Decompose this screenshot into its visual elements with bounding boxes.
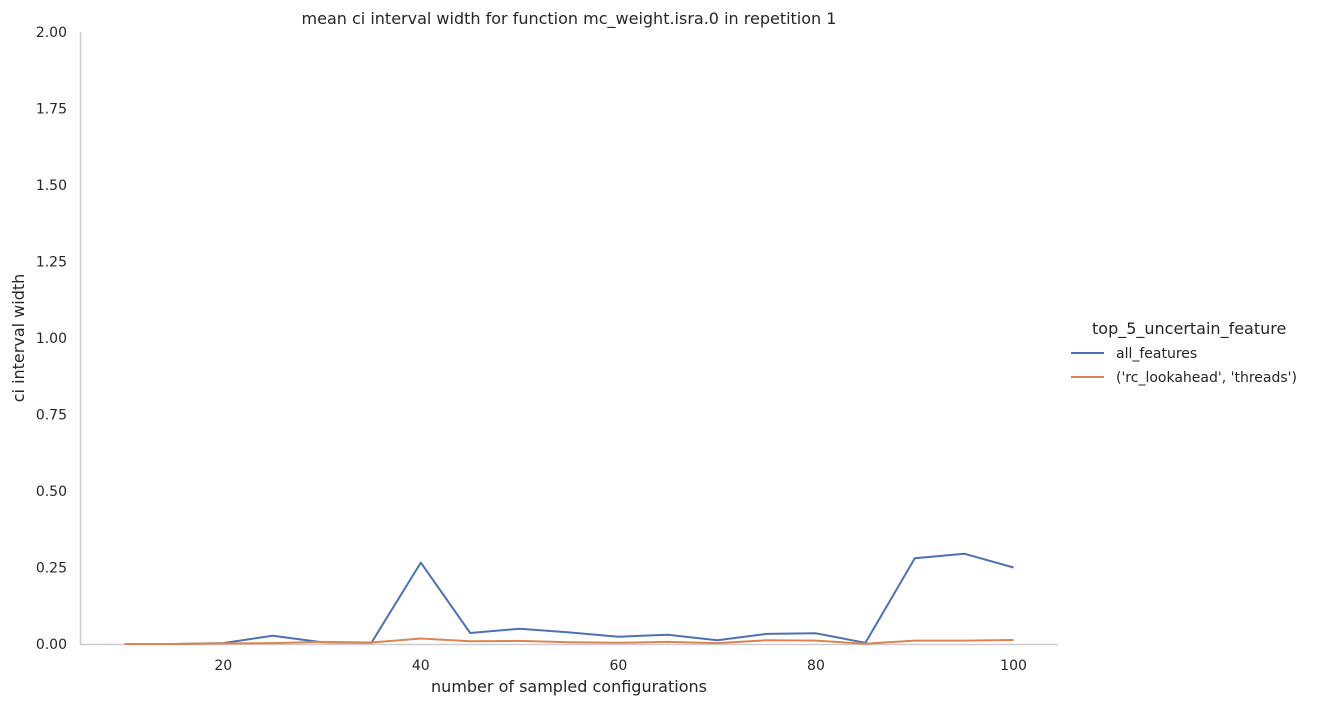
chart-title: mean ci interval width for function mc_w… — [302, 9, 837, 29]
y-tick-label: 0.75 — [36, 408, 67, 424]
legend-label-1: ('rc_lookahead', 'threads') — [1116, 370, 1297, 386]
y-tick-label: 1.00 — [36, 331, 67, 347]
y-tick-label: 0.50 — [36, 484, 67, 500]
legend-label-0: all_features — [1116, 346, 1197, 362]
x-tick-label: 60 — [609, 658, 627, 674]
x-axis-label: number of sampled configurations — [431, 677, 707, 696]
y-tick-label: 1.50 — [36, 178, 67, 194]
y-axis-label: ci interval width — [9, 274, 28, 403]
legend: top_5_uncertain_feature all_features ('rc… — [1071, 319, 1297, 386]
legend-title: top_5_uncertain_feature — [1092, 319, 1286, 339]
series-lines — [124, 552, 1014, 645]
y-tick-label: 1.75 — [36, 102, 67, 118]
x-tick-label: 20 — [214, 658, 232, 674]
x-tick-label: 40 — [412, 658, 430, 674]
series-line-1 — [124, 637, 1014, 645]
y-tick-label: 0.25 — [36, 561, 67, 577]
x-tick-labels: 20 40 60 80 100 — [214, 658, 1027, 674]
y-tick-label: 1.25 — [36, 255, 67, 271]
y-tick-labels: 0.00 0.25 0.50 0.75 1.00 1.25 1.50 1.75 2.00 — [36, 25, 67, 653]
y-tick-label: 0.00 — [36, 637, 67, 653]
x-tick-label: 100 — [1000, 658, 1027, 674]
series-line-0 — [124, 552, 1014, 645]
x-tick-label: 80 — [807, 658, 825, 674]
y-tick-label: 2.00 — [36, 25, 67, 41]
